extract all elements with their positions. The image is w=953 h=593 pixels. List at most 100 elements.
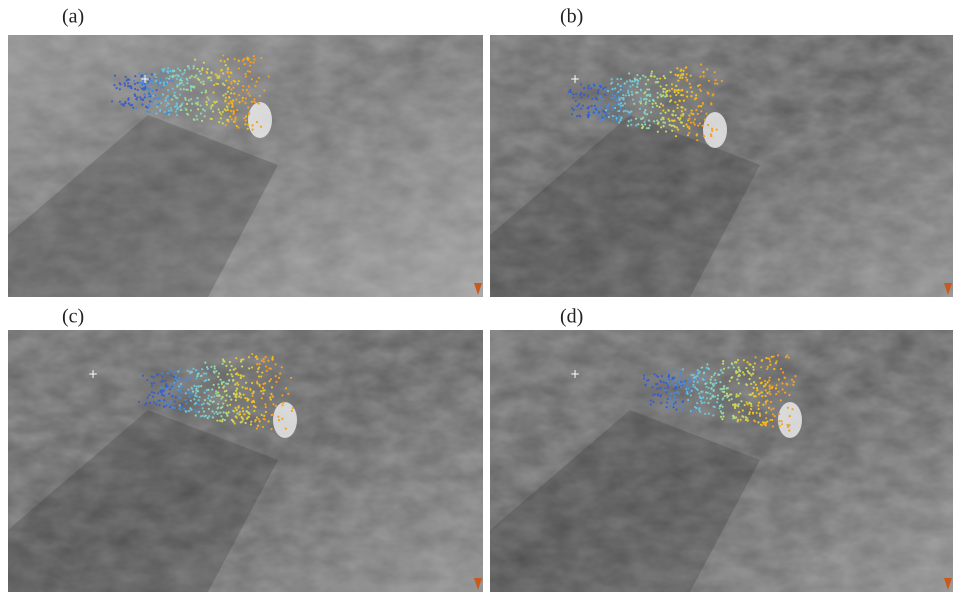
particle: [631, 91, 633, 93]
particle: [714, 379, 716, 381]
particle: [218, 386, 220, 388]
particle: [232, 379, 234, 381]
particle: [590, 87, 592, 89]
particle: [674, 384, 676, 386]
particle: [245, 75, 247, 77]
particle: [787, 426, 789, 428]
particle: [611, 94, 613, 96]
particle: [263, 358, 265, 360]
particle: [644, 385, 646, 387]
particle: [614, 115, 616, 117]
particle: [190, 372, 192, 374]
particle: [246, 400, 248, 402]
particle: [669, 397, 671, 399]
particle: [723, 385, 725, 387]
particle: [165, 383, 167, 385]
particle: [644, 109, 646, 111]
particle: [710, 378, 712, 380]
particle: [757, 404, 759, 406]
particle: [692, 121, 694, 123]
particle: [620, 89, 622, 91]
particle: [706, 367, 708, 369]
particle: [703, 401, 705, 403]
particle: [248, 367, 250, 369]
particle: [599, 96, 601, 98]
particle: [165, 394, 167, 396]
particle: [620, 102, 622, 104]
particle: [261, 359, 263, 361]
particle: [230, 100, 232, 102]
particle: [711, 130, 713, 132]
particle: [673, 392, 675, 394]
particle: [688, 114, 690, 116]
particle: [210, 366, 212, 368]
particle: [731, 398, 733, 400]
particle: [643, 92, 645, 94]
particle: [769, 384, 771, 386]
particle: [186, 78, 188, 80]
particle: [680, 121, 682, 123]
particle: [668, 407, 670, 409]
particle: [262, 392, 264, 394]
particle: [760, 366, 762, 368]
particle: [234, 407, 236, 409]
particle: [676, 126, 678, 128]
particle: [611, 78, 613, 80]
particle: [196, 68, 198, 70]
particle: [704, 383, 706, 385]
particle: [181, 386, 183, 388]
plume: [703, 112, 727, 148]
particle: [715, 382, 717, 384]
particle: [616, 92, 618, 94]
particle: [758, 408, 760, 410]
particle: [752, 372, 754, 374]
particle: [700, 110, 702, 112]
particle: [765, 412, 767, 414]
particle: [622, 94, 624, 96]
particle: [615, 117, 617, 119]
particle: [227, 58, 229, 60]
particle: [222, 72, 224, 74]
particle: [163, 405, 165, 407]
particle: [705, 113, 707, 115]
particle: [153, 98, 155, 100]
particle: [681, 409, 683, 411]
particle: [686, 73, 688, 75]
particle: [246, 410, 248, 412]
particle: [677, 74, 679, 76]
particle: [689, 83, 691, 85]
particle: [176, 379, 178, 381]
particle: [652, 106, 654, 108]
particle: [680, 373, 682, 375]
particle: [146, 379, 148, 381]
particle: [591, 98, 593, 100]
particle: [646, 379, 648, 381]
particle: [285, 387, 287, 389]
particle: [134, 93, 136, 95]
particle: [142, 99, 144, 101]
particle: [250, 423, 252, 425]
particle: [234, 81, 236, 83]
particle: [196, 375, 198, 377]
particle: [657, 376, 659, 378]
particle: [620, 85, 622, 87]
particle: [696, 375, 698, 377]
particle: [617, 91, 619, 93]
particle: [153, 392, 155, 394]
particle: [712, 94, 714, 96]
particle: [690, 75, 692, 77]
particle: [205, 101, 207, 103]
particle: [169, 402, 171, 404]
particle: [672, 110, 674, 112]
particle: [739, 393, 741, 395]
particle: [163, 399, 165, 401]
particle: [270, 428, 272, 430]
particle: [645, 98, 647, 100]
particle: [247, 106, 249, 108]
particle: [139, 96, 141, 98]
particle: [189, 77, 191, 79]
particle: [730, 393, 732, 395]
particle: [699, 396, 701, 398]
particle: [656, 388, 658, 390]
particle: [194, 410, 196, 412]
